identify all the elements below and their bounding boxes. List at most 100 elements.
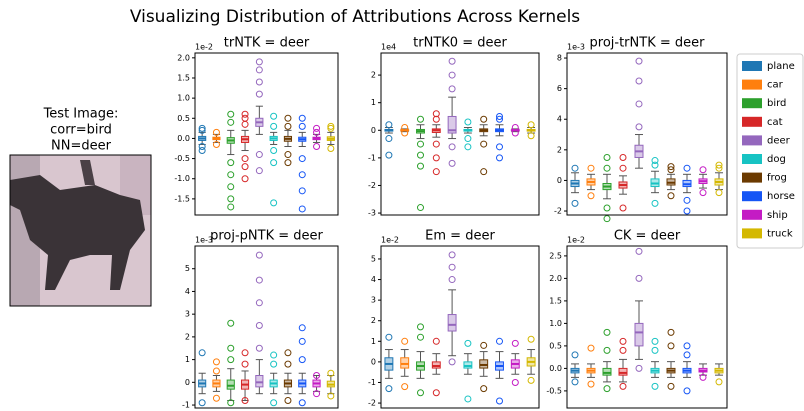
- outlier: [448, 57, 456, 65]
- box: [255, 375, 264, 388]
- axes-frame: [194, 52, 339, 216]
- y-tick-label: -1: [182, 401, 190, 410]
- legend-swatch: [742, 191, 762, 202]
- outlier: [464, 339, 472, 347]
- outlier: [448, 251, 456, 259]
- outlier: [667, 328, 675, 336]
- outlier: [527, 132, 535, 140]
- outlier: [313, 142, 321, 150]
- box: [431, 361, 441, 369]
- outlier: [587, 164, 595, 172]
- figure-title: Visualizing Distribution of Attributions…: [130, 7, 580, 27]
- outlier: [241, 163, 249, 171]
- y-tick-label: -1: [368, 378, 376, 387]
- axes-frame: [566, 245, 728, 409]
- outlier: [619, 204, 627, 212]
- outlier: [198, 399, 206, 407]
- box: [463, 361, 473, 369]
- outlier: [198, 147, 206, 155]
- outlier: [227, 195, 235, 203]
- outlier: [198, 349, 206, 357]
- outlier: [284, 159, 292, 167]
- panel-title: trNTK0 = deer: [413, 36, 507, 51]
- axes-frame: [194, 245, 339, 409]
- outlier: [496, 115, 503, 123]
- axes-frame: [566, 52, 728, 216]
- outlier: [651, 199, 659, 207]
- y-tick-label: 3: [371, 296, 376, 305]
- outlier: [401, 383, 409, 391]
- outlier: [417, 389, 424, 397]
- legend-label: bird: [767, 98, 786, 109]
- panel-title: Em = deer: [425, 229, 495, 244]
- outlier: [284, 360, 292, 368]
- outlier: [699, 189, 707, 197]
- outlier: [571, 199, 579, 207]
- box: [634, 322, 644, 347]
- outlier: [385, 151, 393, 159]
- y-tick-label: -2: [368, 181, 376, 190]
- offset-label: 1e-3: [195, 236, 213, 245]
- image-caption: corr=bird: [50, 123, 112, 138]
- outlier: [212, 394, 220, 402]
- y-tick-label: 4: [557, 115, 562, 124]
- panel-title: proj-trNTK = deer: [590, 36, 706, 51]
- y-tick-label: 0.5: [549, 341, 562, 350]
- outlier: [699, 373, 707, 381]
- outlier: [255, 322, 263, 330]
- outlier: [284, 122, 292, 130]
- y-tick-label: -0.5: [546, 386, 562, 395]
- outlier: [464, 143, 472, 151]
- outlier: [270, 360, 278, 368]
- y-tick-label: 8: [557, 54, 562, 63]
- outlier: [496, 397, 503, 405]
- outlier: [198, 142, 206, 150]
- outlier: [227, 110, 235, 118]
- outlier: [284, 397, 292, 405]
- outlier: [432, 154, 440, 162]
- outlier: [417, 115, 424, 123]
- outlier: [298, 337, 306, 345]
- image-caption: NN=deer: [51, 139, 112, 154]
- outlier: [212, 358, 220, 366]
- box: [447, 314, 457, 332]
- outlier: [298, 171, 306, 179]
- outlier: [603, 346, 611, 354]
- outlier: [511, 339, 519, 347]
- legend-swatch: [742, 61, 762, 71]
- outlier: [683, 342, 691, 350]
- outlier: [432, 110, 440, 118]
- outlier: [255, 58, 263, 66]
- outlier: [227, 344, 235, 352]
- y-tick-label: 1.0: [549, 319, 562, 328]
- outlier: [241, 397, 249, 405]
- y-tick-label: 1: [371, 98, 376, 107]
- axes-frame: [380, 245, 540, 409]
- outlier: [327, 124, 335, 132]
- outlier: [255, 251, 263, 259]
- outlier: [241, 175, 249, 183]
- legend-label: ship: [767, 210, 788, 221]
- outlier: [667, 163, 675, 171]
- outlier: [385, 135, 393, 143]
- outlier: [417, 323, 424, 331]
- legend-label: deer: [767, 135, 791, 146]
- outlier: [667, 342, 675, 350]
- offset-label: 1e-3: [567, 43, 585, 52]
- y-tick-label: -2: [554, 207, 562, 216]
- outlier: [284, 151, 292, 159]
- y-tick-label: -1: [368, 153, 376, 162]
- y-tick-label: 2: [557, 145, 562, 154]
- y-tick-label: 5: [185, 264, 190, 273]
- outlier: [527, 376, 535, 384]
- outlier: [448, 358, 456, 366]
- outlier: [298, 205, 306, 213]
- outlier: [212, 140, 220, 148]
- outlier: [464, 395, 472, 403]
- outlier: [619, 337, 627, 345]
- outlier: [587, 380, 595, 388]
- outlier: [255, 167, 263, 175]
- outlier: [603, 164, 611, 172]
- box: [226, 379, 235, 390]
